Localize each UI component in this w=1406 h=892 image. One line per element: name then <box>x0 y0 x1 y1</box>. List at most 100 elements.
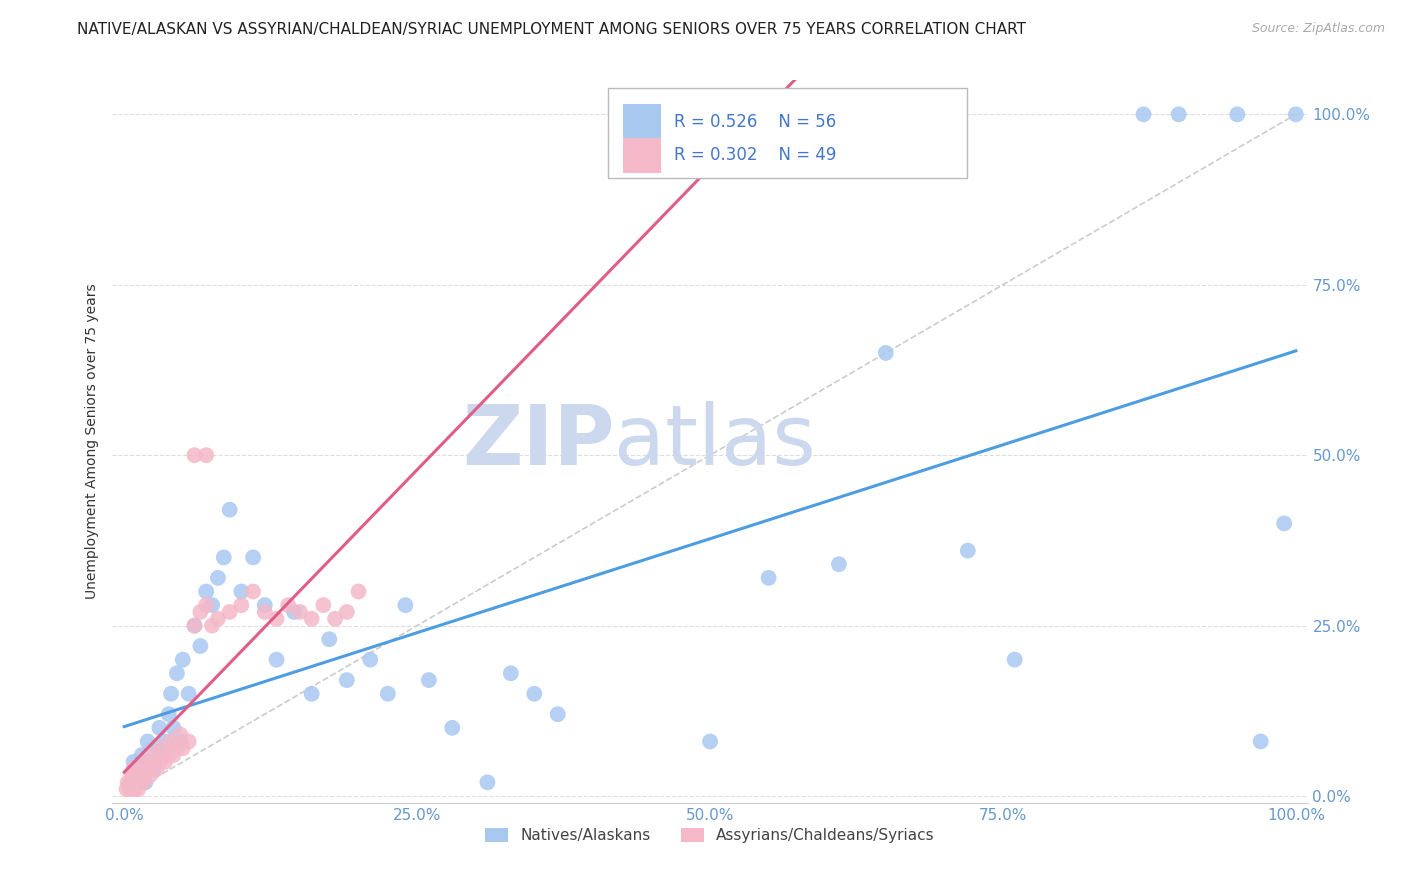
Point <box>166 741 188 756</box>
Point <box>1285 107 1308 121</box>
Point <box>1132 107 1154 121</box>
Point <box>148 721 170 735</box>
Point <box>172 741 194 756</box>
Point <box>283 605 305 619</box>
Point <box>134 775 156 789</box>
Point <box>207 571 229 585</box>
Point <box>131 762 153 776</box>
Point <box>132 775 155 789</box>
Point <box>242 584 264 599</box>
Point <box>201 618 224 632</box>
Point <box>183 448 205 462</box>
Point <box>195 584 218 599</box>
FancyBboxPatch shape <box>609 87 967 178</box>
Point <box>195 598 218 612</box>
Point <box>177 687 200 701</box>
Point <box>1167 107 1189 121</box>
Point <box>875 346 897 360</box>
Point <box>122 762 145 776</box>
Point <box>120 775 141 789</box>
Point <box>150 741 173 756</box>
Point <box>441 721 464 735</box>
Text: Source: ZipAtlas.com: Source: ZipAtlas.com <box>1251 22 1385 36</box>
Point <box>157 748 180 763</box>
Point <box>231 584 253 599</box>
Point <box>136 762 159 776</box>
Point <box>177 734 200 748</box>
Point <box>125 768 148 782</box>
Point <box>231 598 253 612</box>
Point <box>127 762 149 776</box>
Point <box>318 632 340 647</box>
Point <box>195 448 218 462</box>
Point <box>201 598 224 612</box>
Point <box>127 775 149 789</box>
Point <box>131 748 153 763</box>
Point <box>183 618 205 632</box>
Point <box>188 605 212 619</box>
Text: R = 0.302    N = 49: R = 0.302 N = 49 <box>675 146 837 164</box>
Point <box>155 734 177 748</box>
Point <box>128 768 150 782</box>
Point <box>120 782 141 797</box>
Point <box>127 782 149 797</box>
Point <box>121 775 143 789</box>
Point <box>146 762 169 776</box>
Point <box>132 768 156 782</box>
Point <box>157 707 180 722</box>
Point <box>134 755 156 769</box>
Point <box>188 639 212 653</box>
Point <box>359 653 381 667</box>
Point <box>124 782 146 797</box>
Point <box>142 748 165 763</box>
Point <box>242 550 264 565</box>
Point <box>139 768 162 782</box>
Point <box>828 558 851 572</box>
Point <box>377 687 399 701</box>
Point <box>120 768 142 782</box>
Point <box>115 782 138 797</box>
Point <box>758 571 780 585</box>
Point <box>142 762 165 776</box>
Point <box>169 728 191 742</box>
Point <box>301 687 323 701</box>
Point <box>166 666 188 681</box>
Point <box>169 734 191 748</box>
Point <box>152 748 174 763</box>
Point <box>336 605 359 619</box>
Y-axis label: Unemployment Among Seniors over 75 years: Unemployment Among Seniors over 75 years <box>84 284 98 599</box>
FancyBboxPatch shape <box>623 104 661 139</box>
Point <box>418 673 440 687</box>
Point <box>523 687 546 701</box>
Point <box>162 721 184 735</box>
Text: NATIVE/ALASKAN VS ASSYRIAN/CHALDEAN/SYRIAC UNEMPLOYMENT AMONG SENIORS OVER 75 YE: NATIVE/ALASKAN VS ASSYRIAN/CHALDEAN/SYRI… <box>77 22 1026 37</box>
Text: ZIP: ZIP <box>463 401 614 482</box>
Point <box>699 734 721 748</box>
Point <box>547 707 569 722</box>
Point <box>218 502 240 516</box>
Point <box>122 755 145 769</box>
Point <box>148 755 170 769</box>
Point <box>146 741 169 756</box>
Point <box>312 598 335 612</box>
Point <box>394 598 416 612</box>
Point <box>253 598 276 612</box>
Point <box>301 612 323 626</box>
Text: atlas: atlas <box>614 401 815 482</box>
FancyBboxPatch shape <box>623 138 661 172</box>
Point <box>336 673 359 687</box>
Point <box>172 653 194 667</box>
Point <box>288 605 311 619</box>
Point <box>183 618 205 632</box>
Point <box>207 612 229 626</box>
Point <box>347 584 370 599</box>
Point <box>129 775 152 789</box>
Point <box>125 768 148 782</box>
Point <box>956 543 979 558</box>
Point <box>218 605 240 619</box>
Point <box>162 748 184 763</box>
Point <box>323 612 346 626</box>
Point <box>136 734 159 748</box>
Point <box>1226 107 1249 121</box>
Text: R = 0.526    N = 56: R = 0.526 N = 56 <box>675 112 837 131</box>
